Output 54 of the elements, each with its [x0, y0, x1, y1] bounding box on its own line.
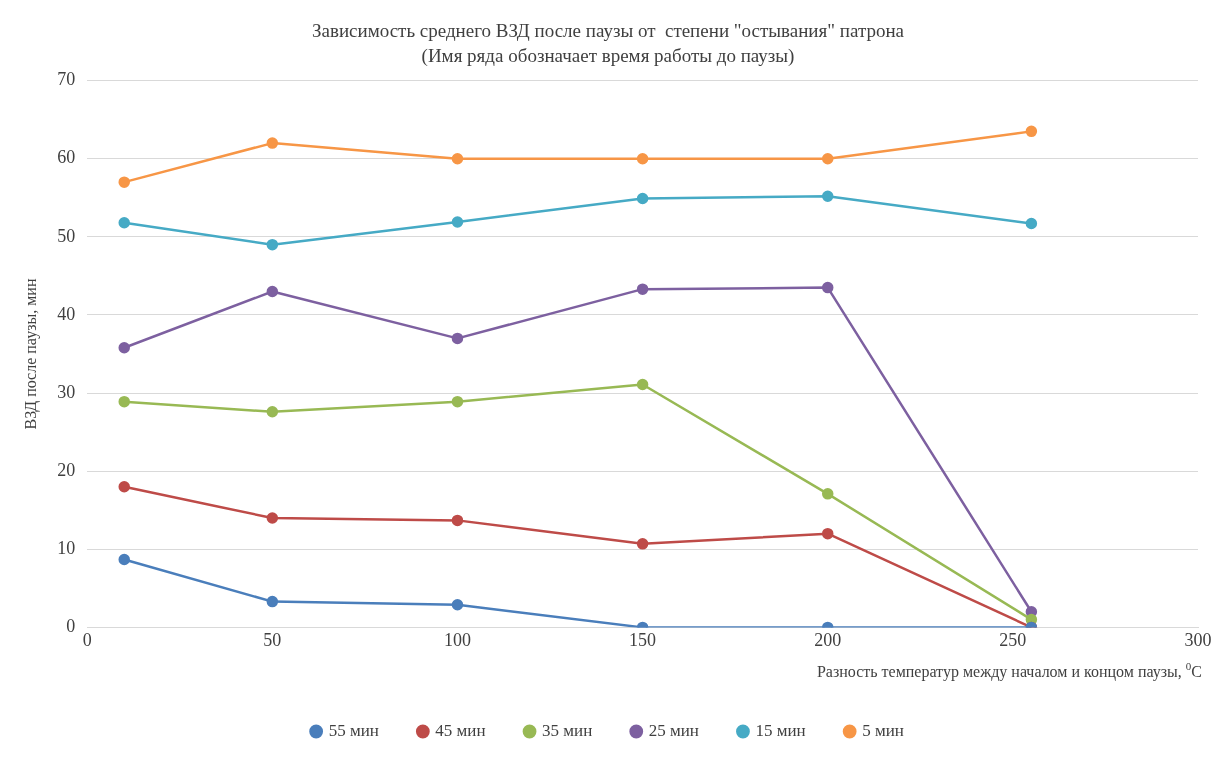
- point: [266, 406, 279, 418]
- chart-subtitle: (Имя ряда обозначает время работы до паузы): [421, 45, 795, 68]
- x-tick-label: 200: [814, 629, 842, 650]
- y-tick-label: 50: [57, 225, 76, 246]
- chart-title: Зависимость среднего ВЗД после паузы от степени "остывания" патрона: [311, 20, 905, 42]
- point: [821, 527, 834, 540]
- point: [266, 285, 279, 298]
- x-tick-label: 100: [443, 629, 471, 650]
- legend-label: 5 мин: [862, 720, 904, 740]
- point: [451, 332, 464, 345]
- point: [118, 176, 130, 188]
- point: [118, 395, 130, 408]
- point: [451, 514, 464, 527]
- point: [636, 538, 649, 550]
- point: [1025, 217, 1038, 230]
- legend-label: 35 мин: [542, 720, 593, 740]
- y-tick-label: 40: [57, 303, 76, 324]
- point: [266, 137, 279, 149]
- y-tick-label: 0: [66, 616, 76, 637]
- legend-label: 45 мин: [435, 720, 486, 740]
- legend-label: 15 мин: [755, 720, 806, 740]
- point: [451, 216, 464, 228]
- point: [636, 192, 649, 205]
- point: [636, 283, 649, 295]
- point: [118, 481, 130, 493]
- point: [266, 595, 279, 608]
- y-tick-label: 10: [57, 538, 76, 559]
- point: [451, 152, 464, 165]
- point: [636, 378, 649, 391]
- y-tick-label: 20: [57, 459, 76, 480]
- point: [821, 488, 834, 500]
- point: [266, 238, 279, 251]
- x-tick-label: 0: [82, 629, 92, 650]
- x-tick-label: 250: [999, 629, 1027, 650]
- point: [118, 217, 130, 229]
- point: [118, 342, 130, 354]
- point: [1025, 125, 1038, 138]
- point: [266, 512, 279, 524]
- legend-label: 25 мин: [648, 720, 699, 740]
- y-tick-label: 60: [57, 147, 76, 168]
- y-tick-label: 30: [57, 381, 76, 402]
- legend-label: 55 мин: [328, 720, 379, 740]
- x-tick-label: 150: [629, 629, 657, 650]
- point: [451, 599, 464, 611]
- y-axis-title: ВЗД после паузы, мин: [21, 278, 40, 430]
- y-tick-label: 70: [57, 69, 76, 90]
- point: [821, 281, 834, 294]
- x-tick-label: 300: [1184, 629, 1212, 650]
- point: [636, 152, 649, 165]
- point: [451, 395, 464, 408]
- x-tick-label: 50: [263, 629, 282, 650]
- point: [821, 190, 834, 202]
- point: [118, 553, 130, 566]
- point: [821, 152, 834, 165]
